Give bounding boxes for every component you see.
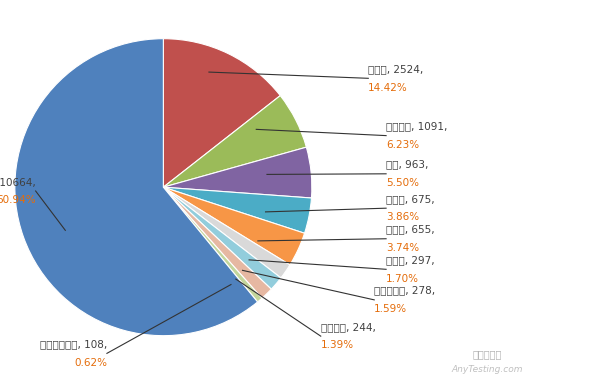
Wedge shape [163,187,305,265]
Text: 气囊和安全带, 108,: 气囊和安全带, 108, [40,339,107,349]
Text: 0.62%: 0.62% [74,358,107,367]
Text: 传动系, 2524,: 传动系, 2524, [368,64,424,74]
Text: 发动机, 10664,: 发动机, 10664, [0,177,36,187]
Text: 转向系, 675,: 转向系, 675, [386,194,435,204]
Text: AnyTesting.com: AnyTesting.com [451,365,523,374]
Text: 悬架系, 297,: 悬架系, 297, [386,255,435,265]
Text: 轮胎和车轮, 278,: 轮胎和车轮, 278, [374,286,435,296]
Text: 14.42%: 14.42% [368,83,408,92]
Text: 60.94%: 60.94% [0,195,36,205]
Wedge shape [163,187,281,289]
Text: 1.39%: 1.39% [321,340,354,350]
Wedge shape [163,39,280,187]
Wedge shape [163,187,311,233]
Text: 制动系, 655,: 制动系, 655, [386,225,435,235]
Text: 6.23%: 6.23% [386,140,419,150]
Wedge shape [163,96,307,187]
Wedge shape [15,39,258,336]
Wedge shape [163,187,262,302]
Text: 1.59%: 1.59% [374,304,407,314]
Text: 附加设备, 244,: 附加设备, 244, [321,322,375,332]
Wedge shape [163,187,271,298]
Text: 1.70%: 1.70% [386,274,419,283]
Text: 5.50%: 5.50% [386,178,419,188]
Text: 嘉峪检测网: 嘉峪检测网 [472,349,502,359]
Wedge shape [163,147,312,198]
Wedge shape [163,187,290,278]
Text: 3.74%: 3.74% [386,243,419,253]
Text: 电气设备, 1091,: 电气设备, 1091, [386,121,447,131]
Text: 3.86%: 3.86% [386,212,419,222]
Text: 车身, 963,: 车身, 963, [386,160,428,170]
